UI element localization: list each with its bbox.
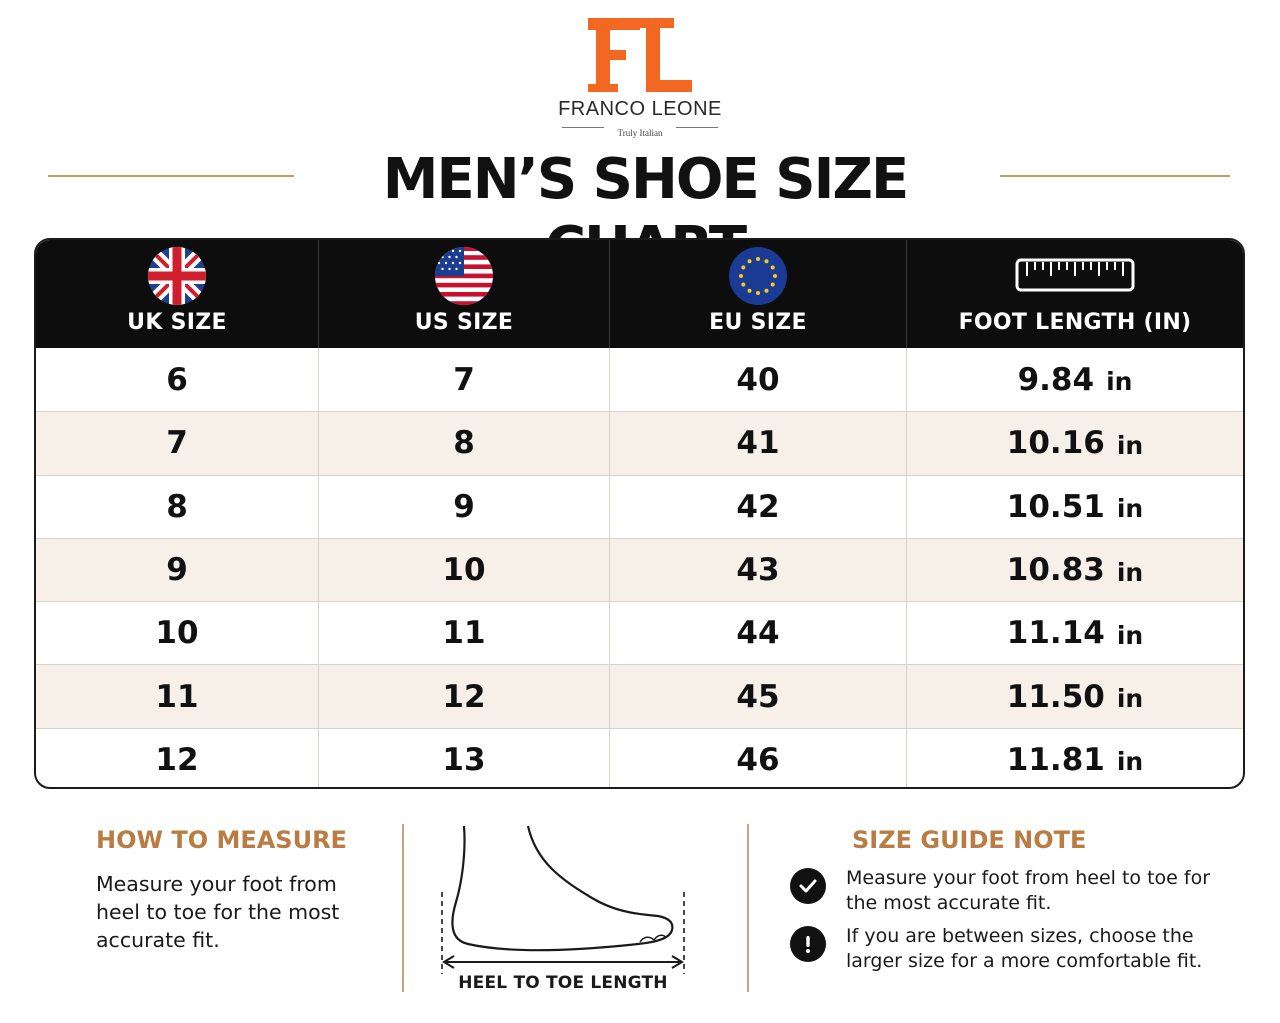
title-divider-left xyxy=(48,175,294,177)
foot-length-value: 11.50 xyxy=(1006,678,1105,715)
foot-length-cell: 11.14 in xyxy=(907,602,1243,664)
uk-size-cell: 12 xyxy=(36,728,319,787)
table-row: 11 12 45 11.50 in xyxy=(36,664,1243,728)
check-icon xyxy=(790,868,826,904)
foot-length-value: 10.83 xyxy=(1006,552,1105,589)
unit-label: in xyxy=(1116,684,1144,714)
us-size-cell: 7 xyxy=(319,348,610,412)
header-foot-length: FOOT LENGTH (IN) xyxy=(907,240,1243,348)
how-to-measure-text: Measure your foot from heel to toe for t… xyxy=(96,872,340,952)
table-header: UK SIZE xyxy=(36,240,1243,348)
header-eu-size: EU SIZE xyxy=(610,240,907,348)
us-size-cell: 8 xyxy=(319,412,610,475)
foot-length-cell: 11.81 in xyxy=(907,729,1243,787)
unit-label: in xyxy=(1116,557,1144,587)
header-label: US SIZE xyxy=(414,310,514,335)
note-text: If you are between sizes, choose the lar… xyxy=(846,925,1203,972)
size-chart-table: UK SIZE xyxy=(34,238,1245,789)
foot-length-cell: 10.16 in xyxy=(907,412,1243,474)
us-size-cell: 9 xyxy=(319,475,610,538)
uk-size-cell: 6 xyxy=(36,348,319,412)
us-size-cell: 11 xyxy=(319,602,610,665)
brand-name: FRANCO LEONE xyxy=(558,98,722,120)
size-guide-heading: SIZE GUIDE NOTE xyxy=(852,826,1087,854)
brand-logo: FRANCO LEONE Truly Italian xyxy=(540,14,740,138)
brand-tagline: Truly Italian xyxy=(617,128,663,138)
eu-size-cell: 44 xyxy=(610,602,907,665)
size-guide-note: If you are between sizes, choose the lar… xyxy=(790,924,1210,974)
ruler-icon xyxy=(1015,258,1135,292)
header-label: UK SIZE xyxy=(127,310,227,335)
section-divider xyxy=(747,824,749,992)
table-row: 10 11 44 11.14 in xyxy=(36,601,1243,665)
foot-length-cell: 10.51 in xyxy=(907,476,1243,538)
foot-length-value: 10.51 xyxy=(1006,488,1105,525)
size-guide-note: Measure your foot from heel to toe for t… xyxy=(790,866,1210,916)
section-divider xyxy=(402,824,404,992)
header-us-size: US SIZE xyxy=(319,240,610,348)
title-row: MEN’S SHOE SIZE CHART xyxy=(0,146,1280,280)
table-row: 9 10 43 10.83 in xyxy=(36,537,1243,602)
table-row: 8 9 42 10.51 in xyxy=(36,474,1243,538)
eu-size-cell: 41 xyxy=(610,412,907,475)
foot-outline-icon xyxy=(441,825,685,974)
eu-flag-icon xyxy=(729,247,787,305)
heel-to-toe-label: HEEL TO TOE LENGTH xyxy=(458,973,668,993)
foot-length-value: 10.16 xyxy=(1006,425,1105,462)
foot-length-cell: 11.50 in xyxy=(907,665,1243,727)
uk-size-cell: 10 xyxy=(36,602,319,665)
unit-label: in xyxy=(1116,620,1144,650)
table-row: 7 8 41 10.16 in xyxy=(36,411,1243,475)
foot-length-value: 9.84 xyxy=(1017,361,1095,398)
eu-size-cell: 45 xyxy=(610,665,907,728)
unit-label: in xyxy=(1106,367,1133,397)
unit-label: in xyxy=(1116,430,1144,460)
eu-size-cell: 40 xyxy=(610,348,907,412)
uk-size-cell: 11 xyxy=(36,665,319,728)
exclamation-icon xyxy=(790,926,826,962)
uk-flag-icon xyxy=(148,247,206,305)
us-size-cell: 13 xyxy=(319,728,610,787)
fl-monogram-icon xyxy=(588,18,692,92)
how-to-measure-heading: HOW TO MEASURE xyxy=(96,826,347,854)
eu-size-cell: 42 xyxy=(610,475,907,538)
table-row: 12 13 46 11.81 in xyxy=(36,727,1243,787)
note-text: Measure your foot from heel to toe for t… xyxy=(846,867,1211,914)
uk-size-cell: 7 xyxy=(36,412,319,475)
uk-size-cell: 8 xyxy=(36,475,319,538)
uk-size-cell: 9 xyxy=(36,538,319,602)
header-label: FOOT LENGTH (IN) xyxy=(958,310,1192,335)
us-flag-icon xyxy=(435,247,493,305)
eu-size-cell: 43 xyxy=(610,538,907,602)
foot-length-value: 11.14 xyxy=(1006,615,1105,652)
header-uk-size: UK SIZE xyxy=(36,240,319,348)
title-divider-right xyxy=(1000,175,1230,177)
brand-tagline-row: Truly Italian xyxy=(540,121,740,138)
table-row: 6 7 40 9.84 in xyxy=(36,348,1243,412)
unit-label: in xyxy=(1116,494,1144,524)
us-size-cell: 10 xyxy=(319,538,610,602)
table-body: 6 7 40 9.84 in 7 8 41 10.16 in 8 9 42 10.5… xyxy=(36,348,1243,787)
foot-length-value: 11.81 xyxy=(1006,741,1105,778)
foot-length-cell: 10.83 in xyxy=(907,539,1243,601)
eu-size-cell: 46 xyxy=(610,728,907,787)
us-size-cell: 12 xyxy=(319,665,610,728)
unit-label: in xyxy=(1116,747,1144,777)
foot-length-cell: 9.84 in xyxy=(907,348,1243,411)
header-label: EU SIZE xyxy=(709,310,807,335)
